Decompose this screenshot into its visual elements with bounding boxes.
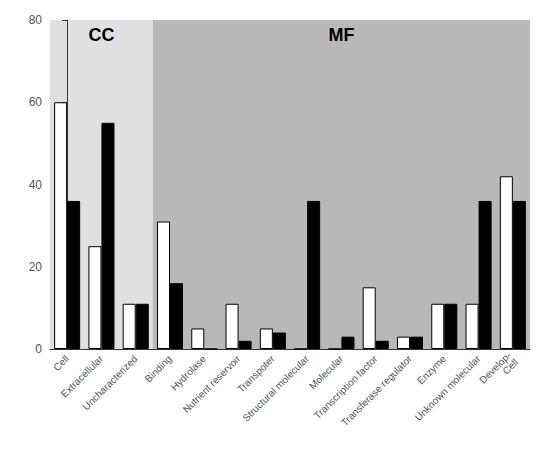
svg-text:Extracellular: Extracellular: [58, 353, 106, 400]
svg-text:Transcription factor: Transcription factor: [312, 353, 380, 421]
svg-text:40: 40: [29, 178, 43, 192]
svg-text:Transferase regulator: Transferase regulator: [339, 353, 414, 428]
svg-text:60: 60: [29, 95, 43, 109]
svg-text:0: 0: [35, 342, 42, 356]
svg-text:Molecular: Molecular: [306, 353, 346, 392]
svg-text:Structural molecular: Structural molecular: [240, 353, 311, 424]
svg-text:Binding: Binding: [143, 353, 174, 384]
svg-text:Enzyme: Enzyme: [415, 353, 449, 387]
svg-text:MF: MF: [328, 25, 354, 45]
svg-text:80: 80: [29, 13, 43, 27]
svg-text:Nutrient reservoir: Nutrient reservoir: [181, 353, 243, 415]
svg-text:Transpoter: Transpoter: [235, 353, 277, 395]
svg-text:Cell: Cell: [51, 353, 71, 373]
svg-text:CC: CC: [88, 25, 114, 45]
svg-text:Unknown molecular: Unknown molecular: [413, 353, 483, 423]
svg-text:20: 20: [29, 260, 43, 274]
svg-text:Uncharacterized: Uncharacterized: [80, 353, 139, 412]
svg-text:Cell: Cell: [500, 357, 520, 377]
svg-text:Develop-: Develop-: [477, 349, 514, 386]
svg-text:Hydrolase: Hydrolase: [168, 353, 209, 393]
